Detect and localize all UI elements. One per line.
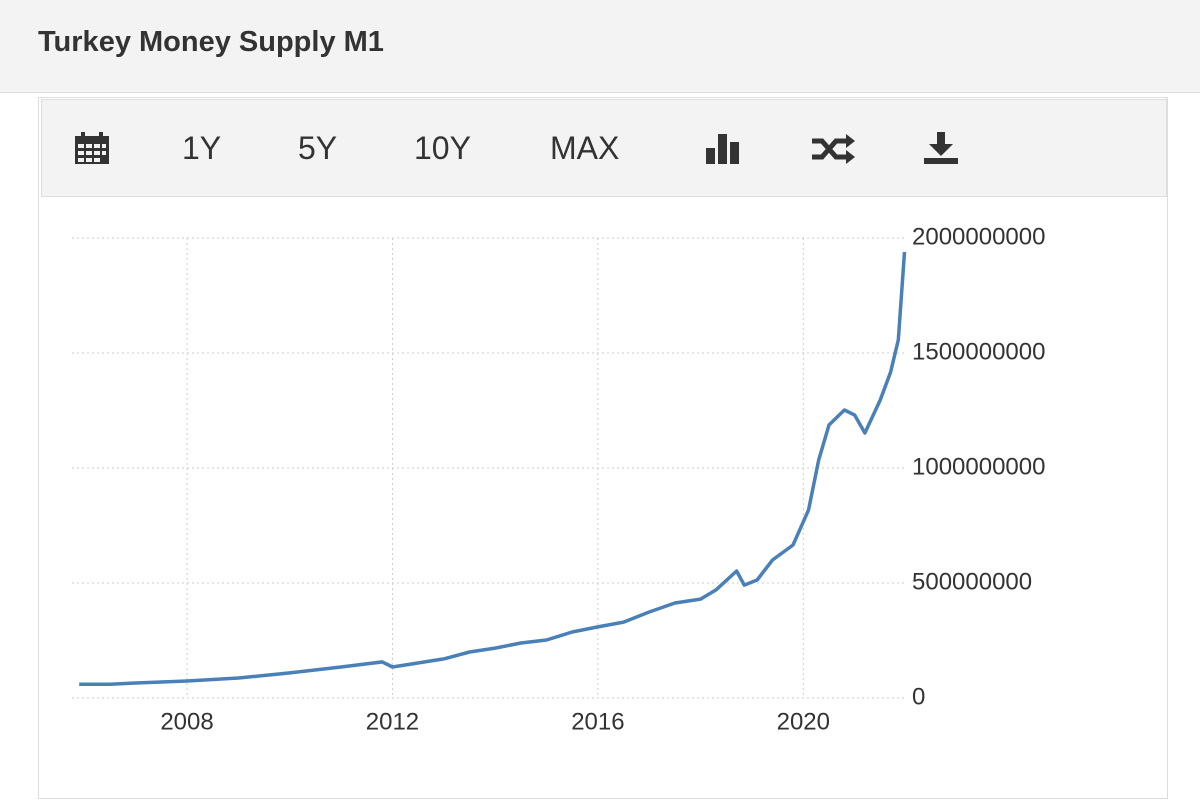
x-tick-label: 2016: [571, 708, 624, 735]
page-title: Turkey Money Supply M1: [38, 26, 384, 58]
y-tick-label: 1000000000: [912, 453, 1045, 480]
x-tick-label: 2012: [366, 708, 419, 735]
range-1y[interactable]: 1Y: [182, 130, 222, 166]
chart-panel: 1Y 5Y 10Y MAX: [38, 97, 1168, 799]
download-icon[interactable]: [922, 132, 962, 166]
y-tick-label: 1500000000: [912, 338, 1045, 365]
compare-icon[interactable]: [810, 132, 858, 166]
chart-type-icon[interactable]: [704, 132, 744, 166]
range-max[interactable]: MAX: [550, 130, 620, 166]
toolbar: 1Y 5Y 10Y MAX: [41, 99, 1167, 197]
y-tick-label: 2000000000: [912, 223, 1045, 250]
data-line: [79, 251, 907, 686]
x-tick-label: 2008: [160, 708, 213, 735]
calendar-icon[interactable]: [74, 132, 112, 166]
x-tick-label: 2020: [777, 708, 830, 735]
range-5y[interactable]: 5Y: [298, 130, 338, 166]
range-10y[interactable]: 10Y: [414, 130, 471, 166]
y-tick-label: 0: [912, 683, 925, 710]
y-tick-label: 500000000: [912, 568, 1032, 595]
header: Turkey Money Supply M1: [0, 0, 1200, 93]
